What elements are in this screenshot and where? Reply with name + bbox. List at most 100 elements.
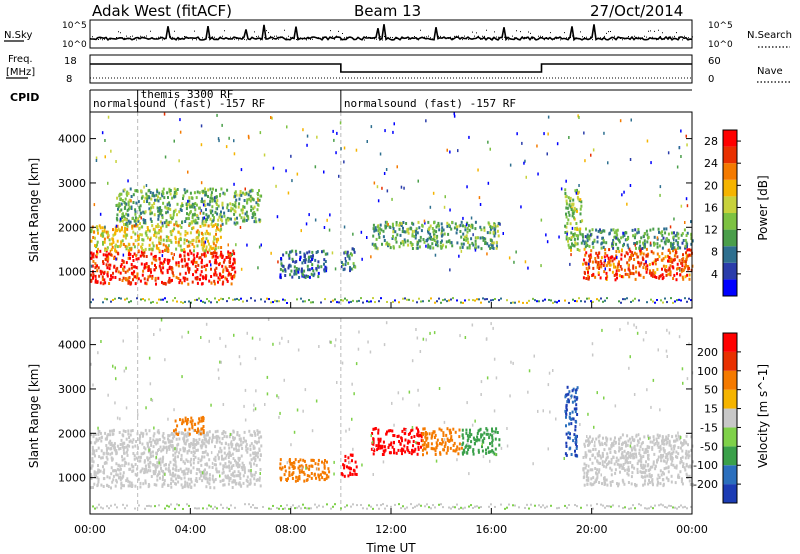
echo-cell: [411, 428, 414, 432]
echo-cell: [150, 397, 152, 401]
echo-cell: [114, 231, 117, 235]
plot-title: Adak West (fitACF): [92, 2, 232, 20]
echo-cell: [567, 400, 570, 404]
echo-cell: [467, 224, 470, 228]
echo-cell: [92, 259, 95, 263]
echo-cell: [633, 439, 635, 443]
echo-cell: [130, 271, 133, 275]
echo-cell: [203, 201, 206, 205]
echo-cell: [317, 275, 320, 279]
echo-cell: [107, 257, 110, 261]
echo-cell: [684, 297, 686, 300]
echo-cell: [204, 232, 207, 236]
echo-cell: [366, 300, 368, 303]
echo-cell: [180, 301, 182, 304]
echo-cell: [387, 242, 390, 246]
echo-cell: [415, 227, 418, 231]
echo-cell: [485, 427, 488, 431]
echo-cell: [664, 255, 667, 259]
echo-cell: [137, 277, 140, 281]
echo-cell: [97, 247, 99, 251]
echo-cell: [181, 264, 184, 268]
echo-cell: [181, 202, 184, 206]
echo-cell: [233, 447, 235, 451]
echo-cell: [180, 457, 183, 461]
echo-cell: [298, 474, 301, 478]
echo-cell: [676, 165, 679, 169]
echo-cell: [185, 217, 188, 221]
echo-cell: [102, 485, 105, 488]
echo-cell: [159, 457, 162, 461]
echo-cell: [652, 300, 654, 303]
echo-cell: [302, 259, 305, 262]
echo-cell: [108, 476, 111, 480]
echo-cell: [193, 213, 196, 217]
echo-cell: [587, 476, 590, 480]
echo-cell: [592, 476, 595, 480]
echo-cell: [196, 277, 199, 281]
echo-cell: [204, 275, 207, 279]
echo-cell: [177, 230, 180, 234]
echo-cell: [158, 461, 160, 465]
echo-cell: [649, 465, 652, 469]
echo-cell: [573, 244, 576, 248]
echo-cell: [396, 233, 399, 237]
echo-cell: [607, 256, 610, 260]
echo-cell: [680, 155, 682, 158]
echo-cell: [392, 434, 395, 437]
echo-cell: [234, 201, 237, 205]
echo-cell: [578, 297, 580, 300]
echo-cell: [565, 199, 568, 203]
echo-cell: [92, 298, 94, 301]
echo-cell: [94, 280, 97, 284]
echo-cell: [253, 462, 256, 466]
echo-cell: [392, 246, 395, 250]
echo-cell: [152, 191, 155, 195]
echo-cell: [161, 249, 164, 253]
echo-cell: [144, 470, 147, 474]
echo-cell: [494, 437, 497, 441]
echo-cell: [215, 435, 218, 439]
echo-cell: [204, 254, 207, 258]
echo-cell: [129, 252, 132, 256]
echo-cell: [196, 244, 199, 248]
echo-cell: [685, 451, 688, 455]
echo-cell: [155, 455, 157, 459]
echo-cell: [427, 229, 429, 233]
echo-cell: [276, 215, 279, 219]
echo-cell: [323, 461, 326, 465]
echo-cell: [144, 447, 147, 451]
echo-cell: [214, 210, 217, 214]
echo-cell: [160, 270, 163, 274]
echo-cell: [96, 269, 99, 273]
echo-cell: [228, 435, 231, 439]
echo-cell: [601, 482, 603, 486]
echo-cell: [195, 443, 198, 447]
echo-cell: [621, 433, 624, 437]
echo-cell: [496, 245, 498, 249]
echo-cell: [625, 452, 628, 456]
echo-cell: [181, 486, 184, 490]
noise-left-label: N.Sky: [4, 30, 32, 41]
echo-cell: [149, 461, 152, 465]
echo-cell: [485, 451, 488, 455]
echo-cell: [237, 449, 240, 452]
echo-cell: [196, 479, 199, 483]
echo-cell: [257, 203, 260, 207]
echo-cell: [673, 444, 676, 448]
echo-cell: [586, 233, 589, 237]
echo-cell: [610, 473, 613, 477]
echo-cell: [467, 442, 469, 446]
echo-cell: [189, 205, 192, 209]
echo-cell: [325, 266, 328, 270]
echo-cell: [683, 439, 686, 443]
echo-cell: [100, 340, 102, 343]
echo-cell: [491, 444, 494, 448]
echo-cell: [396, 165, 398, 169]
echo-cell: [109, 452, 112, 456]
echo-cell: [291, 465, 294, 468]
echo-cell: [388, 451, 391, 455]
echo-cell: [431, 238, 434, 241]
echo-cell: [123, 369, 126, 373]
echo-cell: [406, 298, 408, 301]
